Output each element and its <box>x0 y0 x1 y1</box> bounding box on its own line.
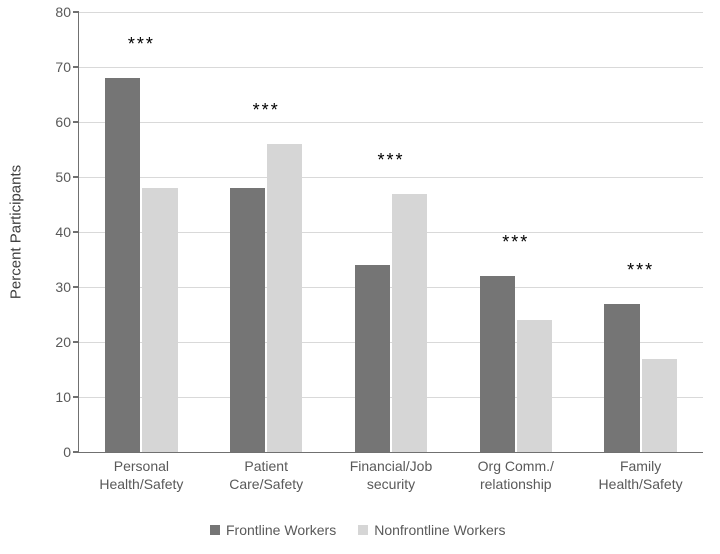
legend-swatch-icon <box>210 525 220 535</box>
legend-item-frontline: Frontline Workers <box>210 522 336 538</box>
ytick-label: 70 <box>55 59 79 75</box>
ytick-label: 40 <box>55 224 79 240</box>
ytick-label: 60 <box>55 114 79 130</box>
xtick-label: FamilyHealth/Safety <box>578 452 703 493</box>
significance-marker: *** <box>128 34 155 55</box>
gridline <box>79 12 703 13</box>
legend: Frontline Workers Nonfrontline Workers <box>210 522 505 538</box>
yaxis-title: Percent Participants <box>8 165 25 299</box>
bar <box>230 188 265 452</box>
ytick-label: 10 <box>55 389 79 405</box>
bar <box>142 188 177 452</box>
xtick-label: PatientCare/Safety <box>204 452 329 493</box>
ytick-label: 80 <box>55 4 79 20</box>
legend-label: Nonfrontline Workers <box>374 522 505 538</box>
ytick-label: 0 <box>63 444 79 460</box>
xtick-label: Financial/Jobsecurity <box>329 452 454 493</box>
xtick-label: Org Comm./relationship <box>453 452 578 493</box>
legend-swatch-icon <box>358 525 368 535</box>
bar <box>105 78 140 452</box>
chart-container: 0 10 20 30 40 50 60 70 80 PersonalHealth/Safety **… <box>0 0 720 554</box>
gridline <box>79 67 703 68</box>
legend-item-nonfrontline: Nonfrontline Workers <box>358 522 505 538</box>
bar <box>392 194 427 453</box>
significance-marker: *** <box>377 150 404 171</box>
ytick-label: 30 <box>55 279 79 295</box>
significance-marker: *** <box>253 100 280 121</box>
bar <box>355 265 390 452</box>
significance-marker: *** <box>502 232 529 253</box>
significance-marker: *** <box>627 260 654 281</box>
gridline <box>79 122 703 123</box>
xtick-label: PersonalHealth/Safety <box>79 452 204 493</box>
bar <box>480 276 515 452</box>
bar <box>642 359 677 453</box>
bar <box>604 304 639 453</box>
bar <box>267 144 302 452</box>
ytick-label: 20 <box>55 334 79 350</box>
legend-label: Frontline Workers <box>226 522 336 538</box>
plot-area: 01020304050607080PersonalHealth/Safety**… <box>78 12 703 453</box>
gridline <box>79 177 703 178</box>
ytick-label: 50 <box>55 169 79 185</box>
bar <box>517 320 552 452</box>
